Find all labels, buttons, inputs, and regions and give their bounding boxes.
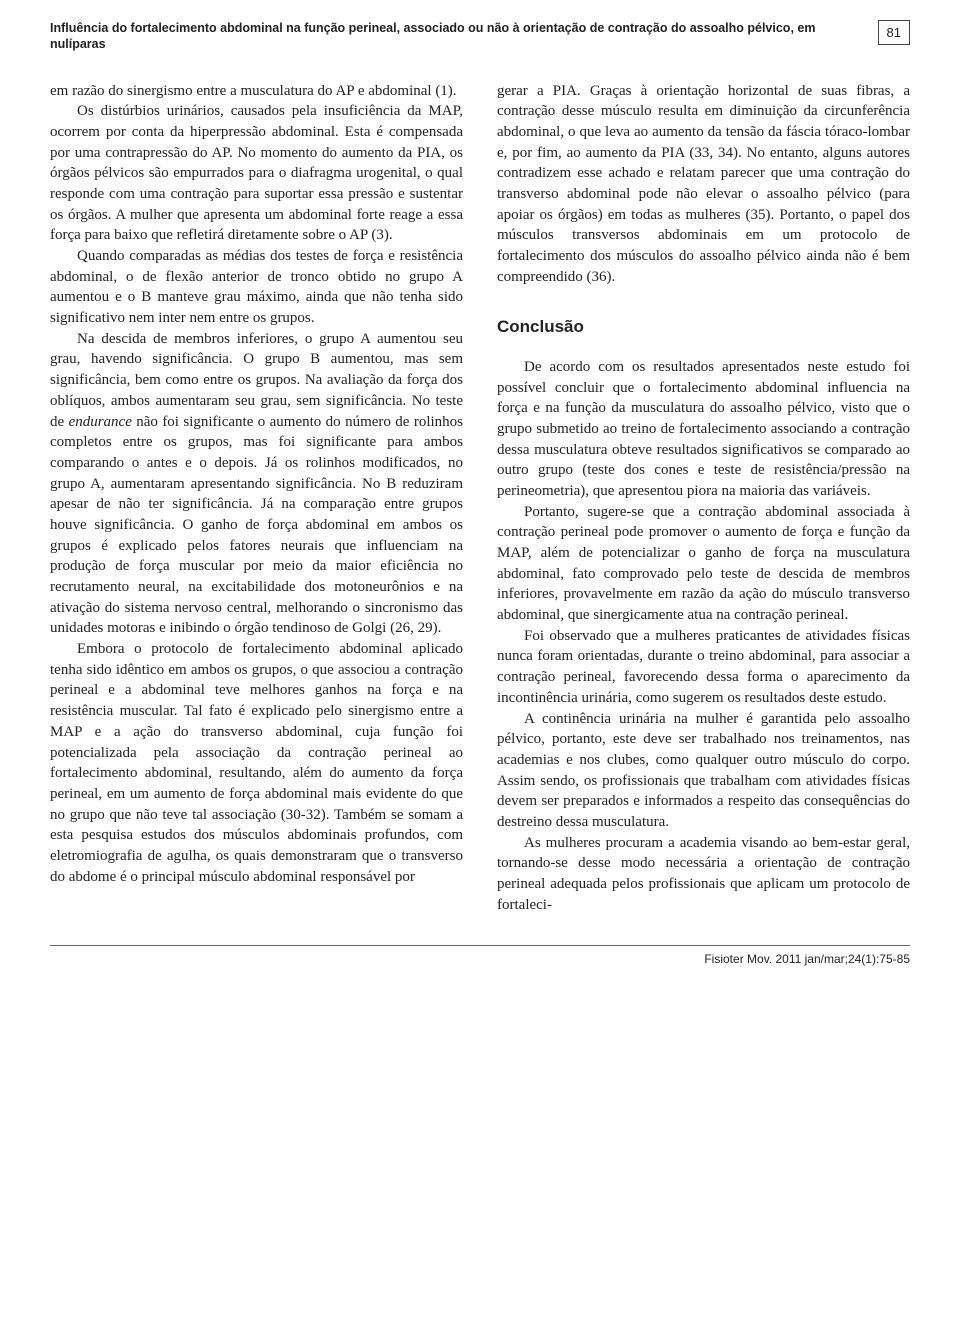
page-number: 81	[878, 20, 910, 45]
body-paragraph: Os distúrbios urinários, causados pela i…	[50, 101, 463, 246]
running-title: Influência do fortalecimento abdominal n…	[50, 20, 830, 53]
body-paragraph: As mulheres procuram a academia visando …	[497, 833, 910, 916]
body-paragraph: gerar a PIA. Graças à orientação horizon…	[497, 81, 910, 288]
footer-citation: Fisioter Mov. 2011 jan/mar;24(1):75-85	[704, 952, 910, 966]
body-paragraph: De acordo com os resultados apresentados…	[497, 357, 910, 502]
body-paragraph: Na descida de membros inferiores, o grup…	[50, 329, 463, 639]
italic-term: endurance	[69, 414, 132, 430]
body-paragraph: Portanto, sugere-se que a contração abdo…	[497, 502, 910, 626]
page-header: Influência do fortalecimento abdominal n…	[50, 20, 910, 53]
page-footer: Fisioter Mov. 2011 jan/mar;24(1):75-85	[50, 945, 910, 966]
body-paragraph: Quando comparadas as médias dos testes d…	[50, 246, 463, 329]
body-paragraph: A continência urinária na mulher é garan…	[497, 709, 910, 833]
section-heading-conclusao: Conclusão	[497, 315, 910, 338]
body-paragraph: Embora o protocolo de fortalecimento abd…	[50, 639, 463, 887]
body-columns: em razão do sinergismo entre a musculatu…	[50, 81, 910, 916]
body-paragraph: em razão do sinergismo entre a musculatu…	[50, 81, 463, 102]
body-paragraph: Foi observado que a mulheres praticantes…	[497, 626, 910, 709]
